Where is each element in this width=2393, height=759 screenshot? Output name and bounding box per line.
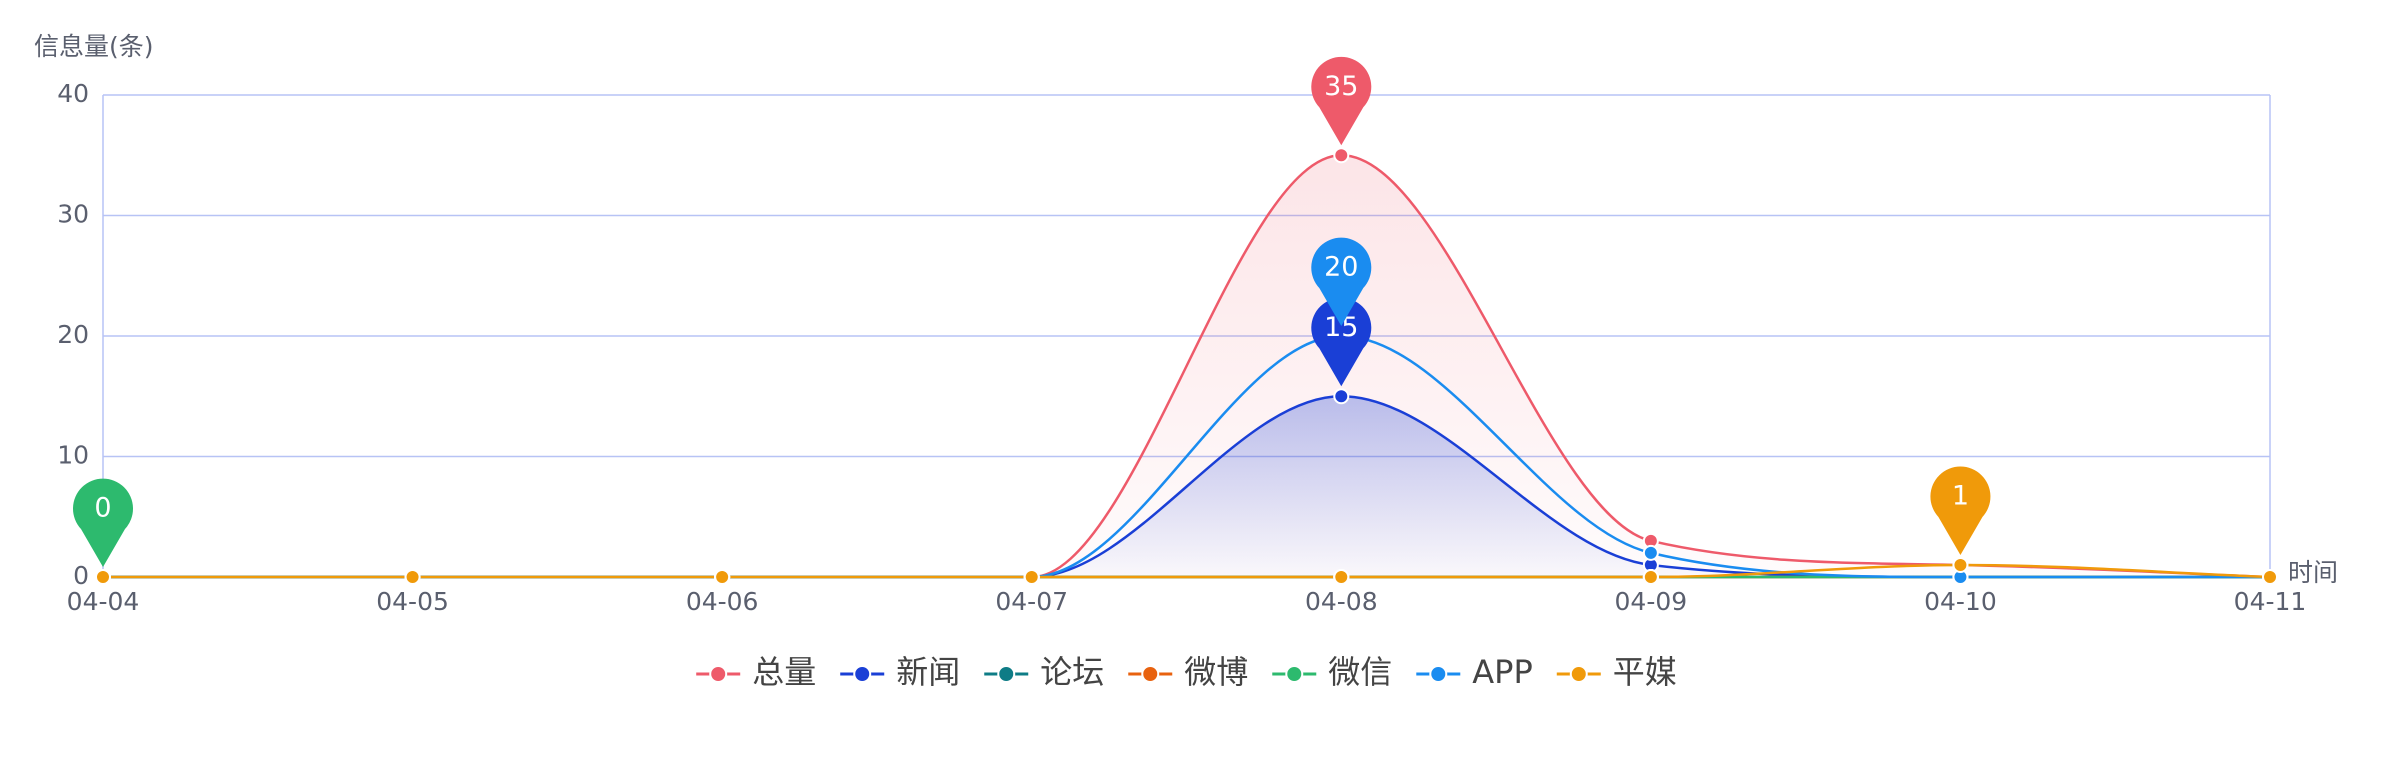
data-point bbox=[1333, 147, 1350, 164]
max-pin bbox=[1311, 237, 1372, 326]
data-point bbox=[1952, 556, 1969, 573]
data-point bbox=[1642, 544, 1659, 561]
data-point bbox=[2262, 569, 2278, 585]
data-point bbox=[404, 569, 421, 585]
legend-item[interactable]: 新闻 bbox=[840, 653, 960, 691]
x-axis-label: 时间 bbox=[2288, 558, 2338, 587]
legend: 总量 新闻 论坛 微博 微信 APP 平媒 bbox=[696, 653, 1677, 691]
legend-label: 论坛 bbox=[1040, 653, 1104, 691]
y-axis-label: 信息量(条) bbox=[34, 32, 154, 61]
legend-label: 微信 bbox=[1328, 653, 1392, 691]
x-tick-label: 04-06 bbox=[686, 587, 759, 616]
legend-marker bbox=[1285, 665, 1304, 683]
max-pin bbox=[1311, 56, 1372, 146]
legend-marker bbox=[1141, 665, 1160, 683]
max-label: 20 bbox=[1324, 252, 1358, 283]
x-tick-label: 04-07 bbox=[995, 587, 1068, 616]
max-label: 0 bbox=[94, 493, 111, 524]
legend-label: 微博 bbox=[1184, 653, 1248, 691]
max-pin bbox=[73, 478, 133, 567]
max-label: 35 bbox=[1324, 71, 1358, 102]
x-tick-label: 04-11 bbox=[2234, 587, 2307, 616]
y-tick-label: 0 bbox=[73, 561, 89, 590]
y-tick-label: 20 bbox=[57, 320, 89, 349]
legend-label: 平媒 bbox=[1613, 653, 1677, 691]
legend-label: 总量 bbox=[752, 653, 816, 691]
legend-marker bbox=[1569, 665, 1588, 683]
legend-item[interactable]: 论坛 bbox=[984, 653, 1104, 691]
x-tick-label: 04-04 bbox=[67, 587, 140, 616]
x-tick-label: 04-08 bbox=[1305, 587, 1378, 616]
data-point bbox=[1333, 388, 1350, 405]
data-point bbox=[1333, 569, 1350, 585]
legend-item[interactable]: 微信 bbox=[1272, 653, 1392, 691]
y-tick-label: 30 bbox=[57, 200, 89, 229]
legend-marker bbox=[853, 665, 872, 683]
series-line bbox=[103, 563, 2271, 579]
x-tick-label: 04-05 bbox=[376, 587, 449, 616]
max-pin bbox=[1930, 466, 1991, 555]
y-tick-label: 10 bbox=[57, 441, 89, 470]
max-pin bbox=[1311, 297, 1372, 387]
legend-item[interactable]: 总量 bbox=[696, 653, 816, 691]
max-label: 1 bbox=[1952, 480, 1969, 511]
legend-marker bbox=[709, 665, 728, 683]
legend-label: APP bbox=[1472, 653, 1532, 691]
x-tick-label: 04-09 bbox=[1615, 587, 1688, 616]
y-tick-label: 40 bbox=[57, 79, 89, 108]
legend-marker bbox=[1429, 665, 1448, 683]
legend-item[interactable]: APP bbox=[1416, 653, 1533, 691]
data-point bbox=[714, 569, 731, 585]
data-point bbox=[1642, 569, 1659, 585]
legend-marker bbox=[997, 665, 1016, 683]
data-point bbox=[1023, 569, 1040, 585]
legend-item[interactable]: 微博 bbox=[1128, 653, 1248, 691]
data-point bbox=[95, 569, 111, 585]
legend-item[interactable]: 平媒 bbox=[1556, 653, 1677, 691]
legend-label: 新闻 bbox=[896, 653, 960, 691]
x-tick-label: 04-10 bbox=[1924, 587, 1997, 616]
